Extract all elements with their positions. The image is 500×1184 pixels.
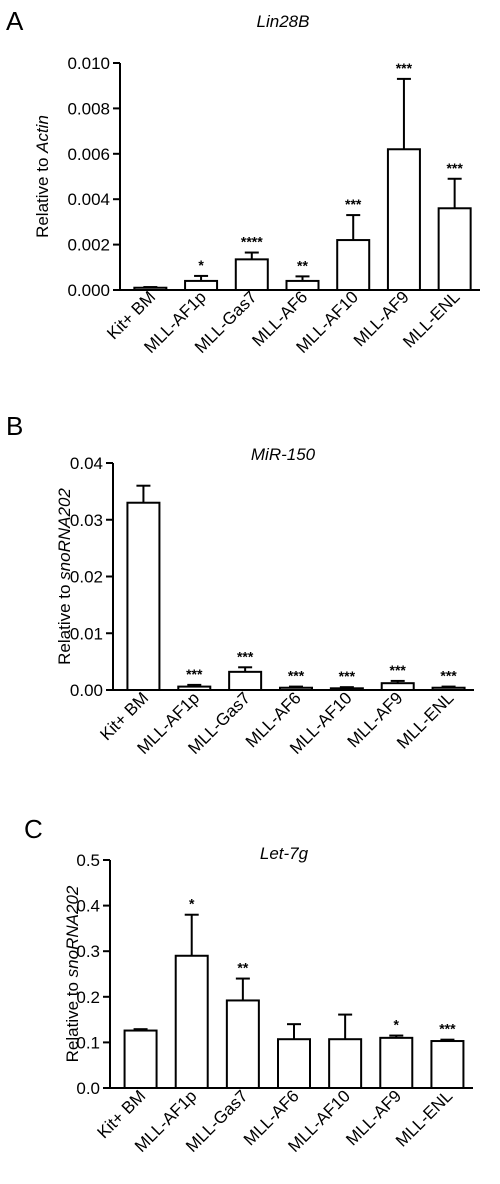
bar-4 <box>277 1038 311 1090</box>
y-tick-label: 0.010 <box>67 54 110 73</box>
significance-label: *** <box>439 1021 456 1037</box>
chart-title: MiR-150 <box>251 445 316 464</box>
y-tick-label: 0.000 <box>67 281 110 300</box>
y-tick-label: 0.1 <box>76 1033 100 1052</box>
bar-5 <box>329 687 364 691</box>
bar-4 <box>285 279 320 292</box>
bar-3 <box>234 258 269 292</box>
panel-letter: B <box>6 411 23 441</box>
bar-3 <box>225 999 260 1089</box>
bar-1 <box>123 1029 158 1089</box>
bar-3 <box>228 670 263 692</box>
panel-letter: C <box>24 814 43 844</box>
y-tick-label: 0.01 <box>70 624 103 643</box>
chart-panel-a: A Lin28B Relative to Actin 0.000 0.002 0.004 0… <box>6 6 480 357</box>
significance-label: *** <box>396 60 413 76</box>
chart-title: Lin28B <box>257 12 310 31</box>
y-axis-label: Relative to snoRNA202 <box>63 885 82 1062</box>
bar-6 <box>386 148 421 291</box>
significance-label: *** <box>390 662 407 678</box>
bar-6 <box>379 1036 414 1089</box>
bar-7 <box>430 1040 465 1089</box>
panel-letter: A <box>6 6 24 36</box>
significance-label: * <box>198 257 204 273</box>
chart-panel-b: B MiR-150 Relative to snoRNA202 0.00 0.01 0.0… <box>6 411 474 758</box>
y-tick-label: 0.5 <box>76 851 100 870</box>
bar-4 <box>279 686 313 691</box>
y-axis-label: Relative to Actin <box>33 115 52 238</box>
chart-title: Let-7g <box>260 844 309 863</box>
y-tick-label: 0.04 <box>70 454 103 473</box>
y-tick-label: 0.004 <box>67 190 110 209</box>
y-tick-label: 0.006 <box>67 145 110 164</box>
significance-label: **** <box>241 234 263 250</box>
x-tick-label: MLL-ENL <box>393 688 457 752</box>
bar-5 <box>328 1038 363 1090</box>
bar-1 <box>126 501 161 691</box>
significance-label: *** <box>186 666 203 682</box>
bar-6 <box>380 682 415 692</box>
x-tick-label: MLL-ENL <box>392 1086 456 1150</box>
significance-label: ** <box>297 257 308 273</box>
y-tick-label: 0.4 <box>76 897 100 916</box>
bar-2 <box>177 685 212 691</box>
bar-7 <box>431 686 466 691</box>
bar-1 <box>133 286 168 292</box>
significance-label: *** <box>339 668 356 684</box>
y-tick-label: 0.02 <box>70 568 103 587</box>
significance-label: *** <box>345 196 362 212</box>
significance-label: *** <box>440 668 457 684</box>
significance-label: * <box>189 896 195 912</box>
y-tick-label: 0.0 <box>76 1079 100 1098</box>
y-tick-label: 0.3 <box>76 942 100 961</box>
significance-label: *** <box>237 648 254 664</box>
bar-2 <box>184 279 219 292</box>
significance-label: *** <box>446 160 463 176</box>
y-tick-label: 0.00 <box>70 681 103 700</box>
significance-label: *** <box>288 668 305 684</box>
y-axis-label: Relative to snoRNA202 <box>55 488 74 665</box>
significance-label: ** <box>237 960 248 976</box>
significance-label: * <box>394 1017 400 1033</box>
bar-2 <box>174 954 209 1090</box>
y-tick-label: 0.002 <box>67 236 110 255</box>
chart-panel-c: C Let-7g Relative to snoRNA202 0.0 0.1 0.2 0.3… <box>24 814 473 1156</box>
y-tick-label: 0.2 <box>76 988 100 1007</box>
y-tick-label: 0.008 <box>67 99 110 118</box>
y-tick-label: 0.03 <box>70 511 103 530</box>
bar-5 <box>336 239 371 291</box>
bar-7 <box>437 207 472 291</box>
